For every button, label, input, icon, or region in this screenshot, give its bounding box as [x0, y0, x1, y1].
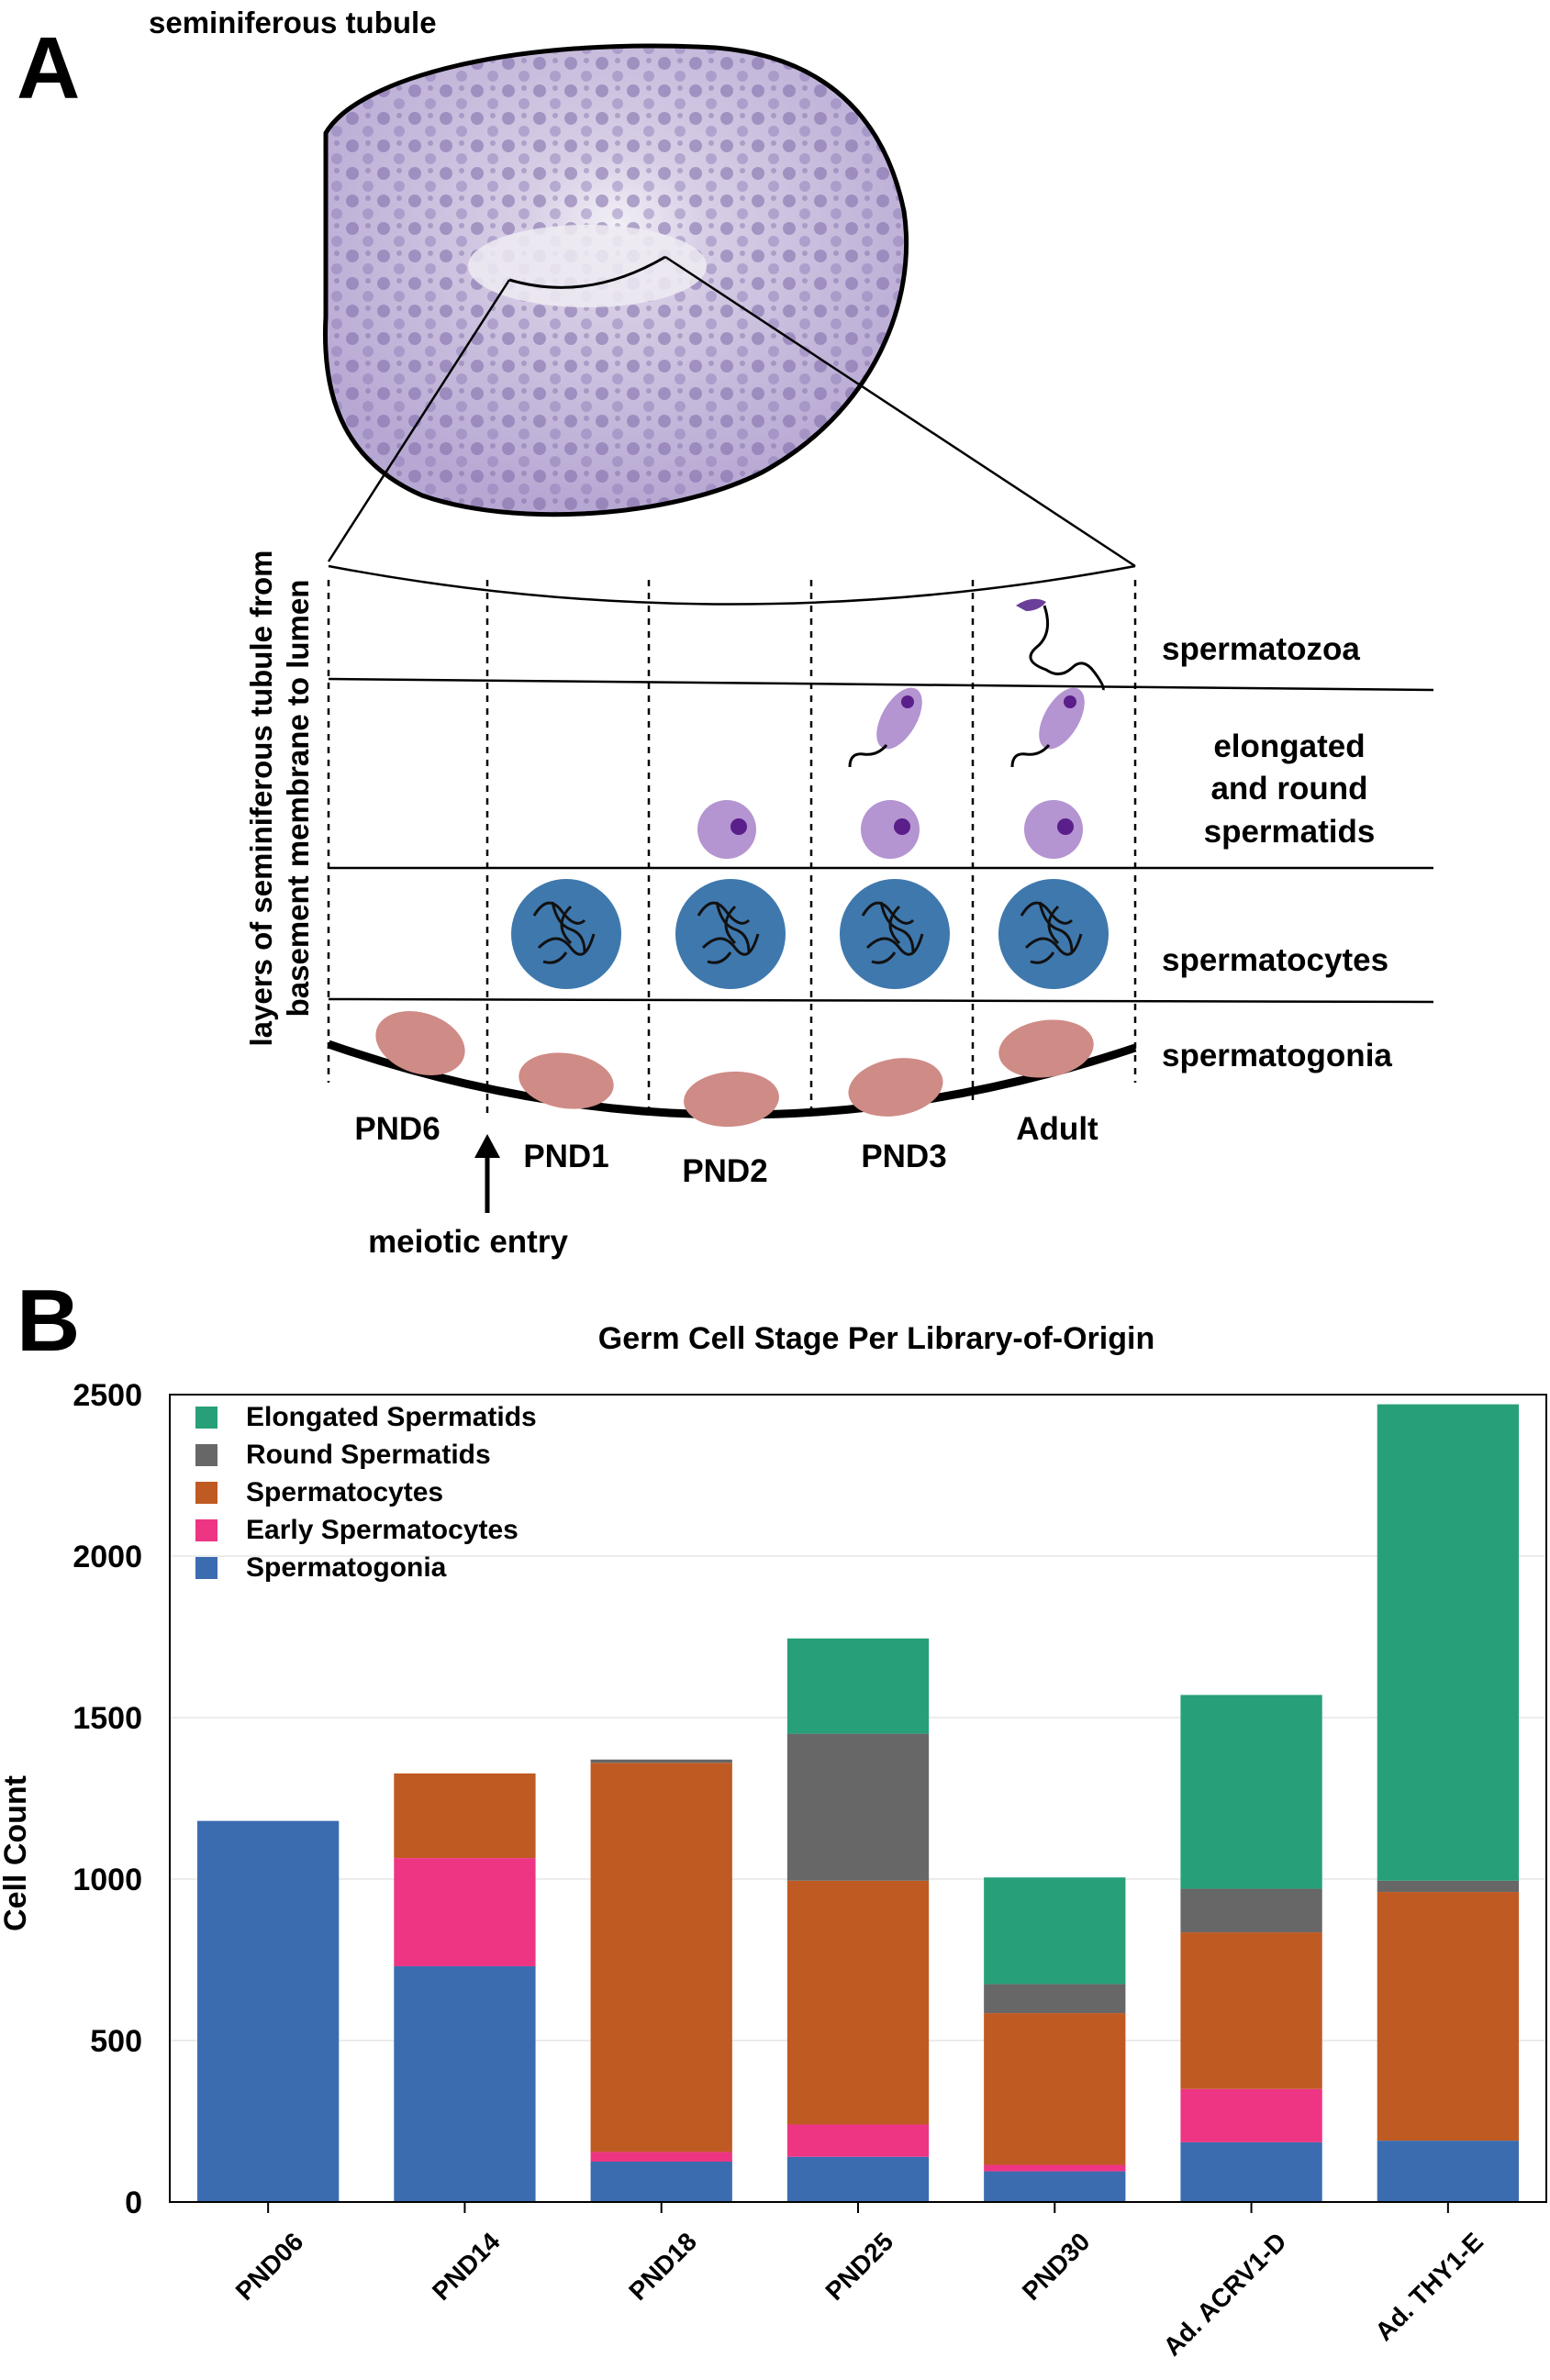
x-tick-label: PND30 [1017, 2227, 1096, 2306]
bar-segment-spermatocytes [394, 1773, 536, 1859]
x-tick-label: PND14 [427, 2227, 506, 2306]
x-tick-label: Ad. THY1-E [1369, 2227, 1489, 2346]
y-tick-label: 1000 [72, 1863, 142, 1897]
legend-swatch [195, 1482, 217, 1504]
legend-label: Elongated Spermatids [246, 1402, 537, 1432]
layer-label-spermatids: spermatids [1204, 814, 1376, 850]
y-tick-labels: 0 500 1000 1500 2000 2500 [72, 1378, 142, 2220]
chart-title: Germ Cell Stage Per Library-of-Origin [598, 1321, 1154, 1356]
bar-segment-spermatocytes [786, 1880, 930, 2125]
tubule-image [322, 43, 909, 517]
bar-segment-spermatocytes [1377, 1892, 1519, 2141]
stage-label-pnd1: PND1 [523, 1139, 608, 1174]
meiotic-entry-label: meiotic entry [368, 1224, 568, 1260]
bar-segment-spermatogonia [197, 1820, 340, 2202]
bar-segment-early-spermatocytes [394, 1858, 536, 1967]
bar-segment-elongated-spermatids [786, 1638, 930, 1734]
bar-segment-spermatogonia [394, 1966, 536, 2202]
layer-label-elongated: elongated [1213, 728, 1365, 764]
panel-b-letter: B [17, 1272, 81, 1370]
round-spermatid-cell [1024, 800, 1083, 859]
x-tick-label: PND06 [230, 2227, 309, 2306]
bar-segment-early-spermatocytes [786, 2124, 930, 2157]
layer-label-and-round: and round [1210, 771, 1367, 806]
legend-label: Spermatocytes [246, 1477, 443, 1507]
spermatocyte-cell [675, 879, 786, 989]
spermatocyte-cell [511, 879, 621, 989]
legend-swatch [195, 1557, 217, 1579]
bar-segment-spermatogonia [984, 2171, 1126, 2202]
layer-label-spermatocytes: spermatocytes [1162, 942, 1388, 978]
elongated-spermatid-cell [848, 687, 922, 768]
y-tick-label: 0 [125, 2185, 142, 2220]
vertical-label-line1: layers of seminiferous tubule from [244, 551, 278, 1047]
bar-segment-round-spermatids [590, 1759, 732, 1763]
spermatozoon-cell [1016, 598, 1105, 691]
plot-frame [169, 1394, 1547, 2203]
spermatogonium-cell [848, 1058, 943, 1117]
round-spermatid-cell [861, 800, 920, 859]
elongated-spermatid-cell [1010, 687, 1085, 768]
panel-a: seminiferous tubule layers o [149, 6, 1434, 1260]
spermatogonium-cell [684, 1071, 779, 1128]
bar-segment-spermatocytes [1180, 1932, 1322, 2089]
legend-label: Round Spermatids [246, 1440, 491, 1470]
bar-segment-spermatogonia [1180, 2141, 1322, 2202]
bar-segment-round-spermatids [1180, 1888, 1322, 1933]
round-spermatid-cells [697, 800, 1083, 859]
bar-segment-elongated-spermatids [984, 1877, 1126, 1985]
x-tick-labels: PND06 PND14 PND18 PND25 PND30 Ad. ACRV1-D Ad. … [230, 2202, 1489, 2362]
spermatogonium-cell [998, 1019, 1094, 1078]
bar-segment-round-spermatids [786, 1733, 930, 1881]
legend: Elongated Spermatids Round Spermatids Sper… [195, 1402, 537, 1583]
spermatogonia-cells [375, 1011, 1094, 1128]
spermatocyte-cell [998, 879, 1109, 989]
spermatogonium-cell [375, 1011, 465, 1075]
x-tick-label: Ad. ACRV1-D [1158, 2227, 1292, 2361]
panel-b-chart: Germ Cell Stage Per Library-of-Origin Ce… [0, 1321, 1547, 2362]
elongated-spermatid-cells [848, 687, 1085, 768]
bar-segment-early-spermatocytes [984, 2164, 1126, 2172]
bar-segment-early-spermatocytes [590, 2152, 732, 2162]
y-tick-label: 1500 [72, 1701, 142, 1736]
spermatogonium-cell [519, 1052, 614, 1109]
bars [197, 1404, 1519, 2202]
spermatocyte-cells [511, 879, 1109, 989]
y-axis-label: Cell Count [0, 1775, 33, 1931]
legend-swatch [195, 1519, 217, 1541]
legend-swatch [195, 1407, 217, 1429]
vertical-label-line2: basement membrane to lumen [281, 580, 315, 1018]
stage-label-pnd3: PND3 [861, 1139, 946, 1174]
bar-segment-elongated-spermatids [1377, 1404, 1519, 1881]
bar-segment-spermatogonia [786, 2156, 930, 2202]
meiotic-entry-arrow [474, 1134, 500, 1213]
y-tick-label: 500 [90, 2024, 142, 2059]
round-spermatid-cell [697, 800, 756, 859]
bar-segment-elongated-spermatids [1180, 1695, 1322, 1889]
panel-a-letter: A [17, 19, 81, 117]
x-tick-label: PND18 [623, 2227, 702, 2306]
bar-segment-round-spermatids [984, 1984, 1126, 2014]
layer-label-spermatogonia: spermatogonia [1162, 1038, 1392, 1073]
spermatocyte-cell [840, 879, 950, 989]
stage-label-pnd6: PND6 [354, 1111, 440, 1147]
bar-segment-early-spermatocytes [1180, 2088, 1322, 2142]
legend-label: Early Spermatocytes [246, 1515, 519, 1545]
bar-segment-spermatogonia [590, 2162, 732, 2202]
x-tick-label: PND25 [820, 2227, 898, 2306]
bar-segment-spermatocytes [590, 1763, 732, 2152]
bar-segment-round-spermatids [1377, 1880, 1519, 1893]
tubule-label: seminiferous tubule [149, 6, 437, 39]
y-tick-label: 2500 [72, 1378, 142, 1413]
legend-swatch [195, 1444, 217, 1466]
layer-label-spermatozoa: spermatozoa [1162, 631, 1360, 667]
legend-label: Spermatogonia [246, 1552, 447, 1583]
stage-label-adult: Adult [1016, 1111, 1098, 1147]
bar-segment-spermatogonia [1377, 2141, 1519, 2202]
stage-label-pnd2: PND2 [682, 1153, 767, 1189]
bar-segment-spermatocytes [984, 2013, 1126, 2165]
y-tick-label: 2000 [72, 1540, 142, 1574]
